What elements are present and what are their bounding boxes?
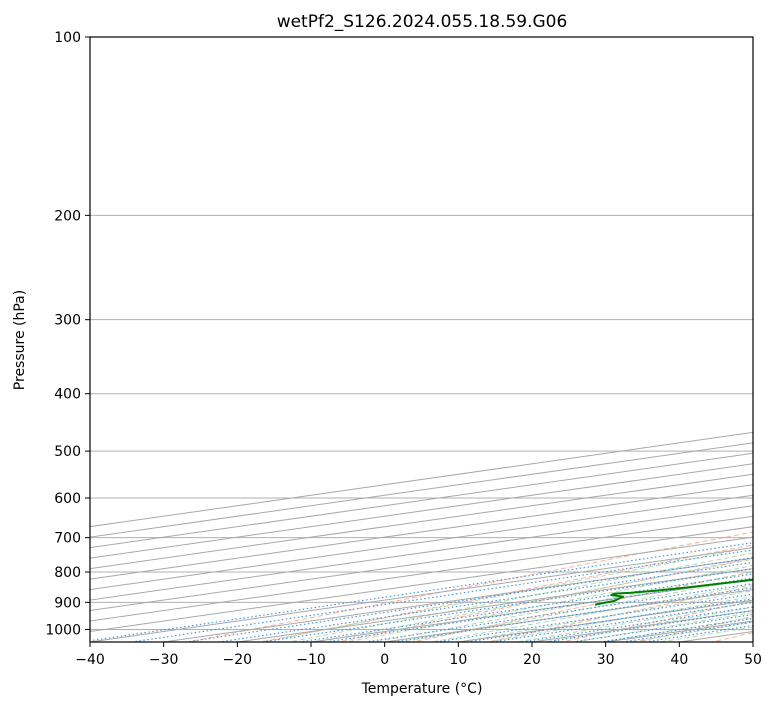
x-tick-label: 50 (744, 652, 762, 668)
moist-adiabat (428, 584, 753, 642)
y-tick-label: 1000 (45, 622, 81, 638)
isotherm (90, 484, 753, 580)
y-tick-label: 800 (54, 565, 81, 581)
y-tick-label: 400 (54, 387, 81, 403)
mixing-ratio-line (90, 542, 753, 642)
y-tick-label: 900 (54, 595, 81, 611)
mixing-ratio-line (518, 606, 753, 642)
isotherm (90, 526, 753, 622)
x-tick-label: 40 (670, 652, 688, 668)
y-tick-label: 600 (54, 491, 81, 507)
isotherm (90, 505, 753, 601)
x-tick-label: 20 (523, 652, 541, 668)
y-tick-label: 300 (54, 313, 81, 329)
y-tick-label: 100 (54, 30, 81, 46)
isotherm (90, 473, 753, 570)
x-tick-label: 30 (597, 652, 615, 668)
mixing-ratio-line (542, 609, 753, 642)
x-tick-label: −10 (296, 652, 326, 668)
plot-area: 0.10.20.40.611.52346810131620253036-100-… (90, 37, 753, 642)
mixing-ratio-line (463, 598, 753, 642)
mixing-ratio-line (182, 557, 753, 642)
plot-frame (89, 36, 754, 643)
mixing-ratio-line (128, 549, 753, 642)
moist-adiabat (371, 571, 753, 642)
y-axis-label: Pressure (hPa) (12, 290, 28, 390)
mixing-ratio-line (488, 601, 753, 642)
isotherm (90, 536, 753, 633)
chart-title: wetPf2_S126.2024.055.18.59.G06 (277, 12, 568, 32)
isotherm (90, 515, 753, 612)
x-tick-label: −30 (149, 652, 179, 668)
isotherm (90, 494, 753, 591)
isotherm (90, 463, 753, 559)
x-tick-label: −40 (75, 652, 105, 668)
y-tick-label: 500 (54, 444, 81, 460)
x-tick-label: 0 (380, 652, 389, 668)
x-tick-label: 10 (449, 652, 467, 668)
x-tick-label: −20 (223, 652, 253, 668)
y-tick-label: 700 (54, 531, 81, 547)
isotherm (90, 452, 753, 549)
y-tick-label: 200 (54, 208, 81, 224)
x-axis-label: Temperature (°C) (361, 681, 483, 697)
axis-ticks: −40 −30 −20 −10 0 10 20 30 40 50 100 200 300 400 500 60… (45, 30, 762, 668)
